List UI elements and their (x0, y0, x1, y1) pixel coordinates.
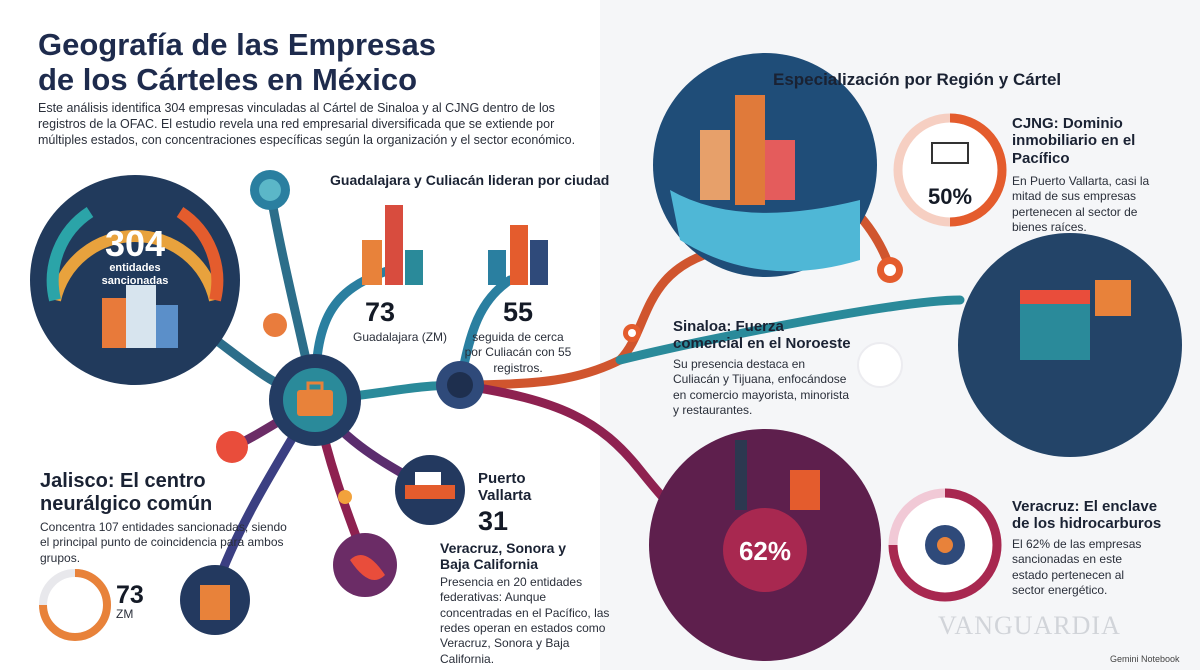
watermark: VANGUARDIA (938, 611, 1121, 640)
jalisco-unit: ZM (116, 607, 134, 621)
states-title: Veracruz, Sonora y Baja California (440, 540, 567, 573)
veracruz-title: Veracruz: El enclave de los hidrocarburo… (1012, 498, 1162, 533)
sinaloa-text: Su presencia destaca en Culiacán y Tijua… (673, 357, 850, 418)
gauge-label: entidades sancionadas (101, 262, 169, 288)
cjng-title: CJNG: Dominio inmobiliario en el Pacífic… (1012, 115, 1136, 167)
section-title: Especialización por Región y Cártel (773, 70, 1062, 89)
cjng-percent: 50% (927, 184, 973, 209)
jalisco-text: Concentra 107 entidades sancionadas, sie… (40, 520, 287, 565)
title: Geografía de las Empresas de los Cártele… (38, 27, 437, 97)
credit: Gemini Notebook (1110, 654, 1180, 664)
intro: Este análisis identifica 304 empresas vi… (38, 101, 576, 147)
gauge-number: 304 (104, 223, 166, 264)
city-number: 73 (364, 297, 396, 327)
city-label: Guadalajara (ZM) (352, 330, 448, 344)
veracruz-text: El 62% de las empresas sancionadas en es… (1012, 537, 1142, 598)
pv-number: 31 (478, 506, 509, 536)
pv-label: Puerto Vallarta (478, 470, 532, 505)
cities-title: Guadalajara y Culiacán lideran por ciuda… (330, 172, 610, 188)
city-label: seguida de cerca por Culiacán con 55 reg… (464, 330, 572, 375)
city-number: 55 (502, 297, 534, 327)
jalisco-title: Jalisco: El centro neurálgico común (40, 470, 213, 515)
title-line: Geografía de las Empresas (38, 27, 437, 62)
jalisco-number: 73 (116, 581, 144, 609)
cjng-text: En Puerto Vallarta, casi la mitad de sus… (1012, 174, 1150, 235)
sinaloa-title: Sinaloa: Fuerza comercial en el Noroeste (673, 318, 851, 353)
states-text: Presencia en 20 entidades federativas: A… (440, 575, 610, 666)
title-line: de los Cárteles en México (38, 61, 418, 97)
veracruz-percent: 62% (738, 536, 792, 566)
